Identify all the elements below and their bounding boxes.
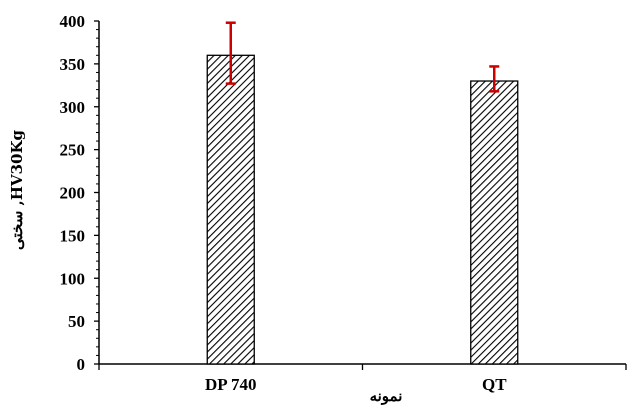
y-tick-label: 150	[60, 226, 86, 245]
y-axis-title: سختی ,HV30Kg	[8, 130, 26, 250]
y-tick-label: 0	[77, 355, 86, 374]
x-tick-label: DP 740	[205, 375, 256, 394]
y-tick-label: 250	[60, 141, 86, 160]
plot-area: 0 50 100 150 200 250 300 350 400 DP 740 QT	[60, 12, 627, 394]
y-tick-label: 300	[60, 98, 86, 117]
y-tick-label: 350	[60, 55, 86, 74]
bar	[206, 54, 255, 365]
y-tick-label: 50	[68, 312, 85, 331]
x-tick-label: QT	[482, 375, 507, 394]
x-axis-title: نمونه	[370, 387, 403, 405]
y-tick-label: 100	[60, 269, 86, 288]
y-tick-label: 400	[60, 12, 86, 31]
bar	[470, 80, 519, 365]
y-tick-label: 200	[60, 184, 86, 203]
